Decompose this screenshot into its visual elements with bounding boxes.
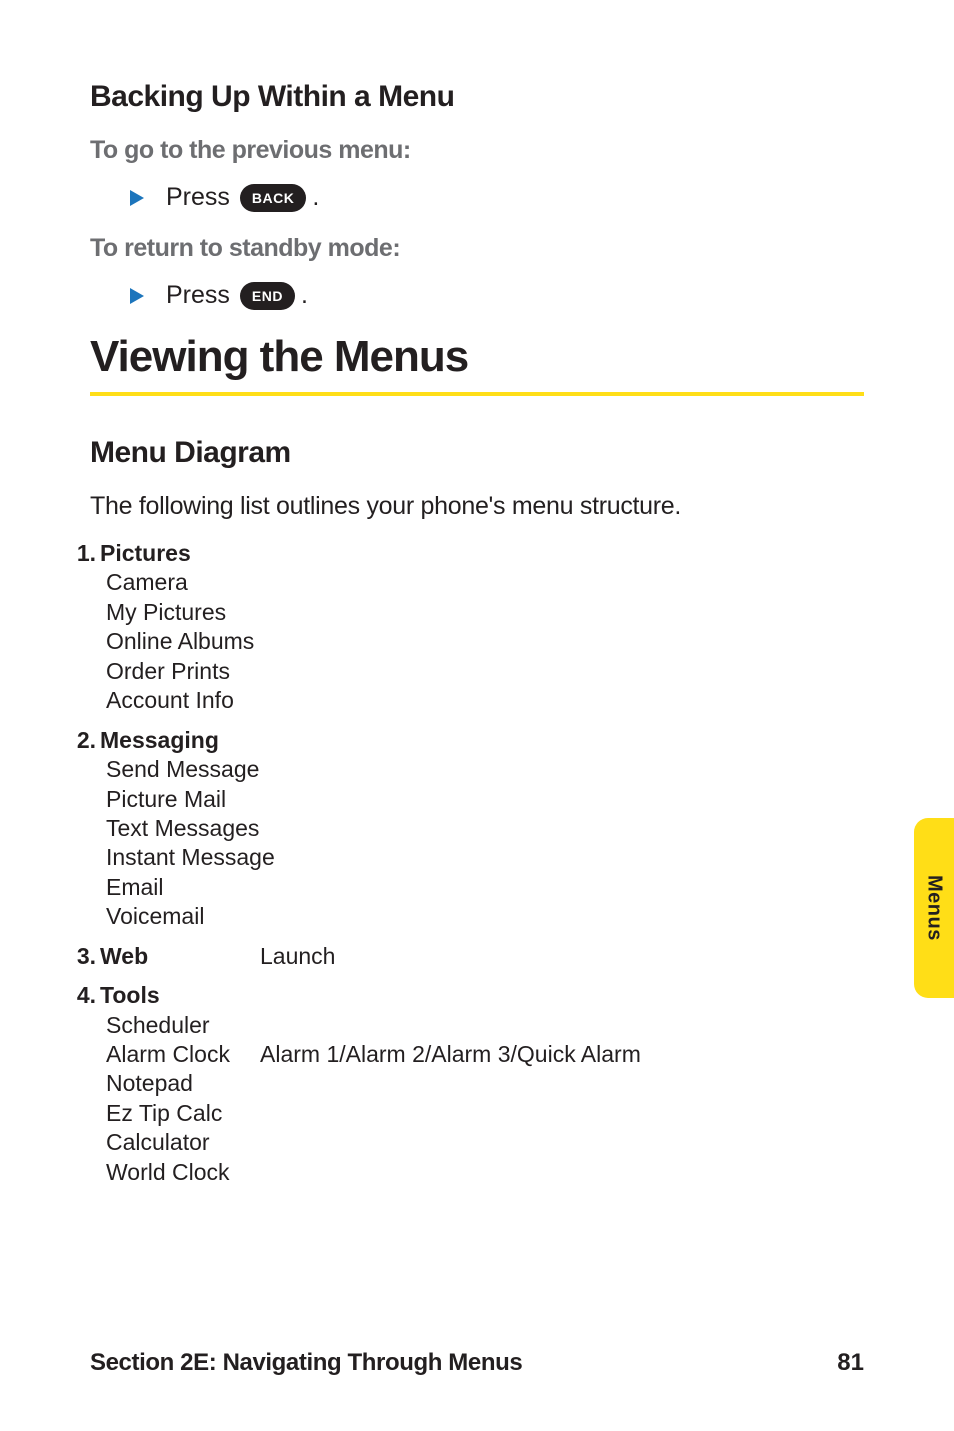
menu-item: Picture Mail <box>106 785 864 814</box>
side-tab-menus: Menus <box>914 818 954 998</box>
menu-item: Calculator <box>106 1128 864 1157</box>
menu-item: Online Albums <box>106 627 864 656</box>
menu-item: Text Messages <box>106 814 864 843</box>
menu-item-value: Alarm 1/Alarm 2/Alarm 3/Quick Alarm <box>260 1040 641 1069</box>
menu-items: Scheduler Alarm Clock Alarm 1/Alarm 2/Al… <box>106 1011 864 1188</box>
menu-items: Camera My Pictures Online Albums Order P… <box>106 568 864 715</box>
menu-item: World Clock <box>106 1158 864 1187</box>
menu-item: Instant Message <box>106 843 864 872</box>
menu-section-messaging: 2.Messaging Send Message Picture Mail Te… <box>70 726 864 932</box>
menu-section-title: 2.Messaging <box>70 726 864 755</box>
bullet-triangle-icon <box>130 288 144 304</box>
subhead-previous-menu: To go to the previous menu: <box>90 136 864 165</box>
menu-item: Scheduler <box>106 1011 864 1040</box>
heading-viewing-menus: Viewing the Menus <box>90 332 864 382</box>
period: . <box>312 183 319 212</box>
menu-structure: 1.Pictures Camera My Pictures Online Alb… <box>70 539 864 1187</box>
menu-item: Account Info <box>106 686 864 715</box>
menu-item: Camera <box>106 568 864 597</box>
menu-section-title: 1.Pictures <box>70 539 864 568</box>
menu-section-title: 4.Tools <box>70 981 864 1010</box>
back-key-icon: BACK <box>240 184 306 212</box>
menu-section-web: 3.Web Launch <box>70 942 864 971</box>
menu-item: Email <box>106 873 864 902</box>
end-key-icon: END <box>240 282 295 310</box>
menu-item: My Pictures <box>106 598 864 627</box>
page: Backing Up Within a Menu To go to the pr… <box>0 0 954 1431</box>
menu-item: Ez Tip Calc <box>106 1099 864 1128</box>
intro-text: The following list outlines your phone's… <box>90 492 864 521</box>
side-tab-label: Menus <box>923 875 946 941</box>
bullet-triangle-icon <box>130 190 144 206</box>
subhead-standby-mode: To return to standby mode: <box>90 234 864 263</box>
menu-item: Notepad <box>106 1069 864 1098</box>
period: . <box>301 281 308 310</box>
heading-menu-diagram: Menu Diagram <box>90 436 864 470</box>
footer-section-title: Section 2E: Navigating Through Menus <box>90 1349 522 1377</box>
menu-item: Voicemail <box>106 902 864 931</box>
step-press-back: Press BACK . <box>130 183 864 212</box>
menu-item: Order Prints <box>106 657 864 686</box>
menu-items: Send Message Picture Mail Text Messages … <box>106 755 864 932</box>
heading-backing-up: Backing Up Within a Menu <box>90 80 864 114</box>
menu-item-value: Launch <box>260 942 335 971</box>
menu-item-row: Alarm Clock Alarm 1/Alarm 2/Alarm 3/Quic… <box>106 1040 864 1069</box>
press-label: Press <box>166 183 230 212</box>
heading-underline <box>90 392 864 396</box>
menu-item: Send Message <box>106 755 864 784</box>
menu-section-title-row: 3.Web Launch <box>70 942 864 971</box>
press-label: Press <box>166 281 230 310</box>
footer-page-number: 81 <box>837 1349 864 1377</box>
step-press-end: Press END . <box>130 281 864 310</box>
page-footer: Section 2E: Navigating Through Menus 81 <box>90 1349 864 1377</box>
menu-section-pictures: 1.Pictures Camera My Pictures Online Alb… <box>70 539 864 716</box>
menu-section-tools: 4.Tools Scheduler Alarm Clock Alarm 1/Al… <box>70 981 864 1187</box>
